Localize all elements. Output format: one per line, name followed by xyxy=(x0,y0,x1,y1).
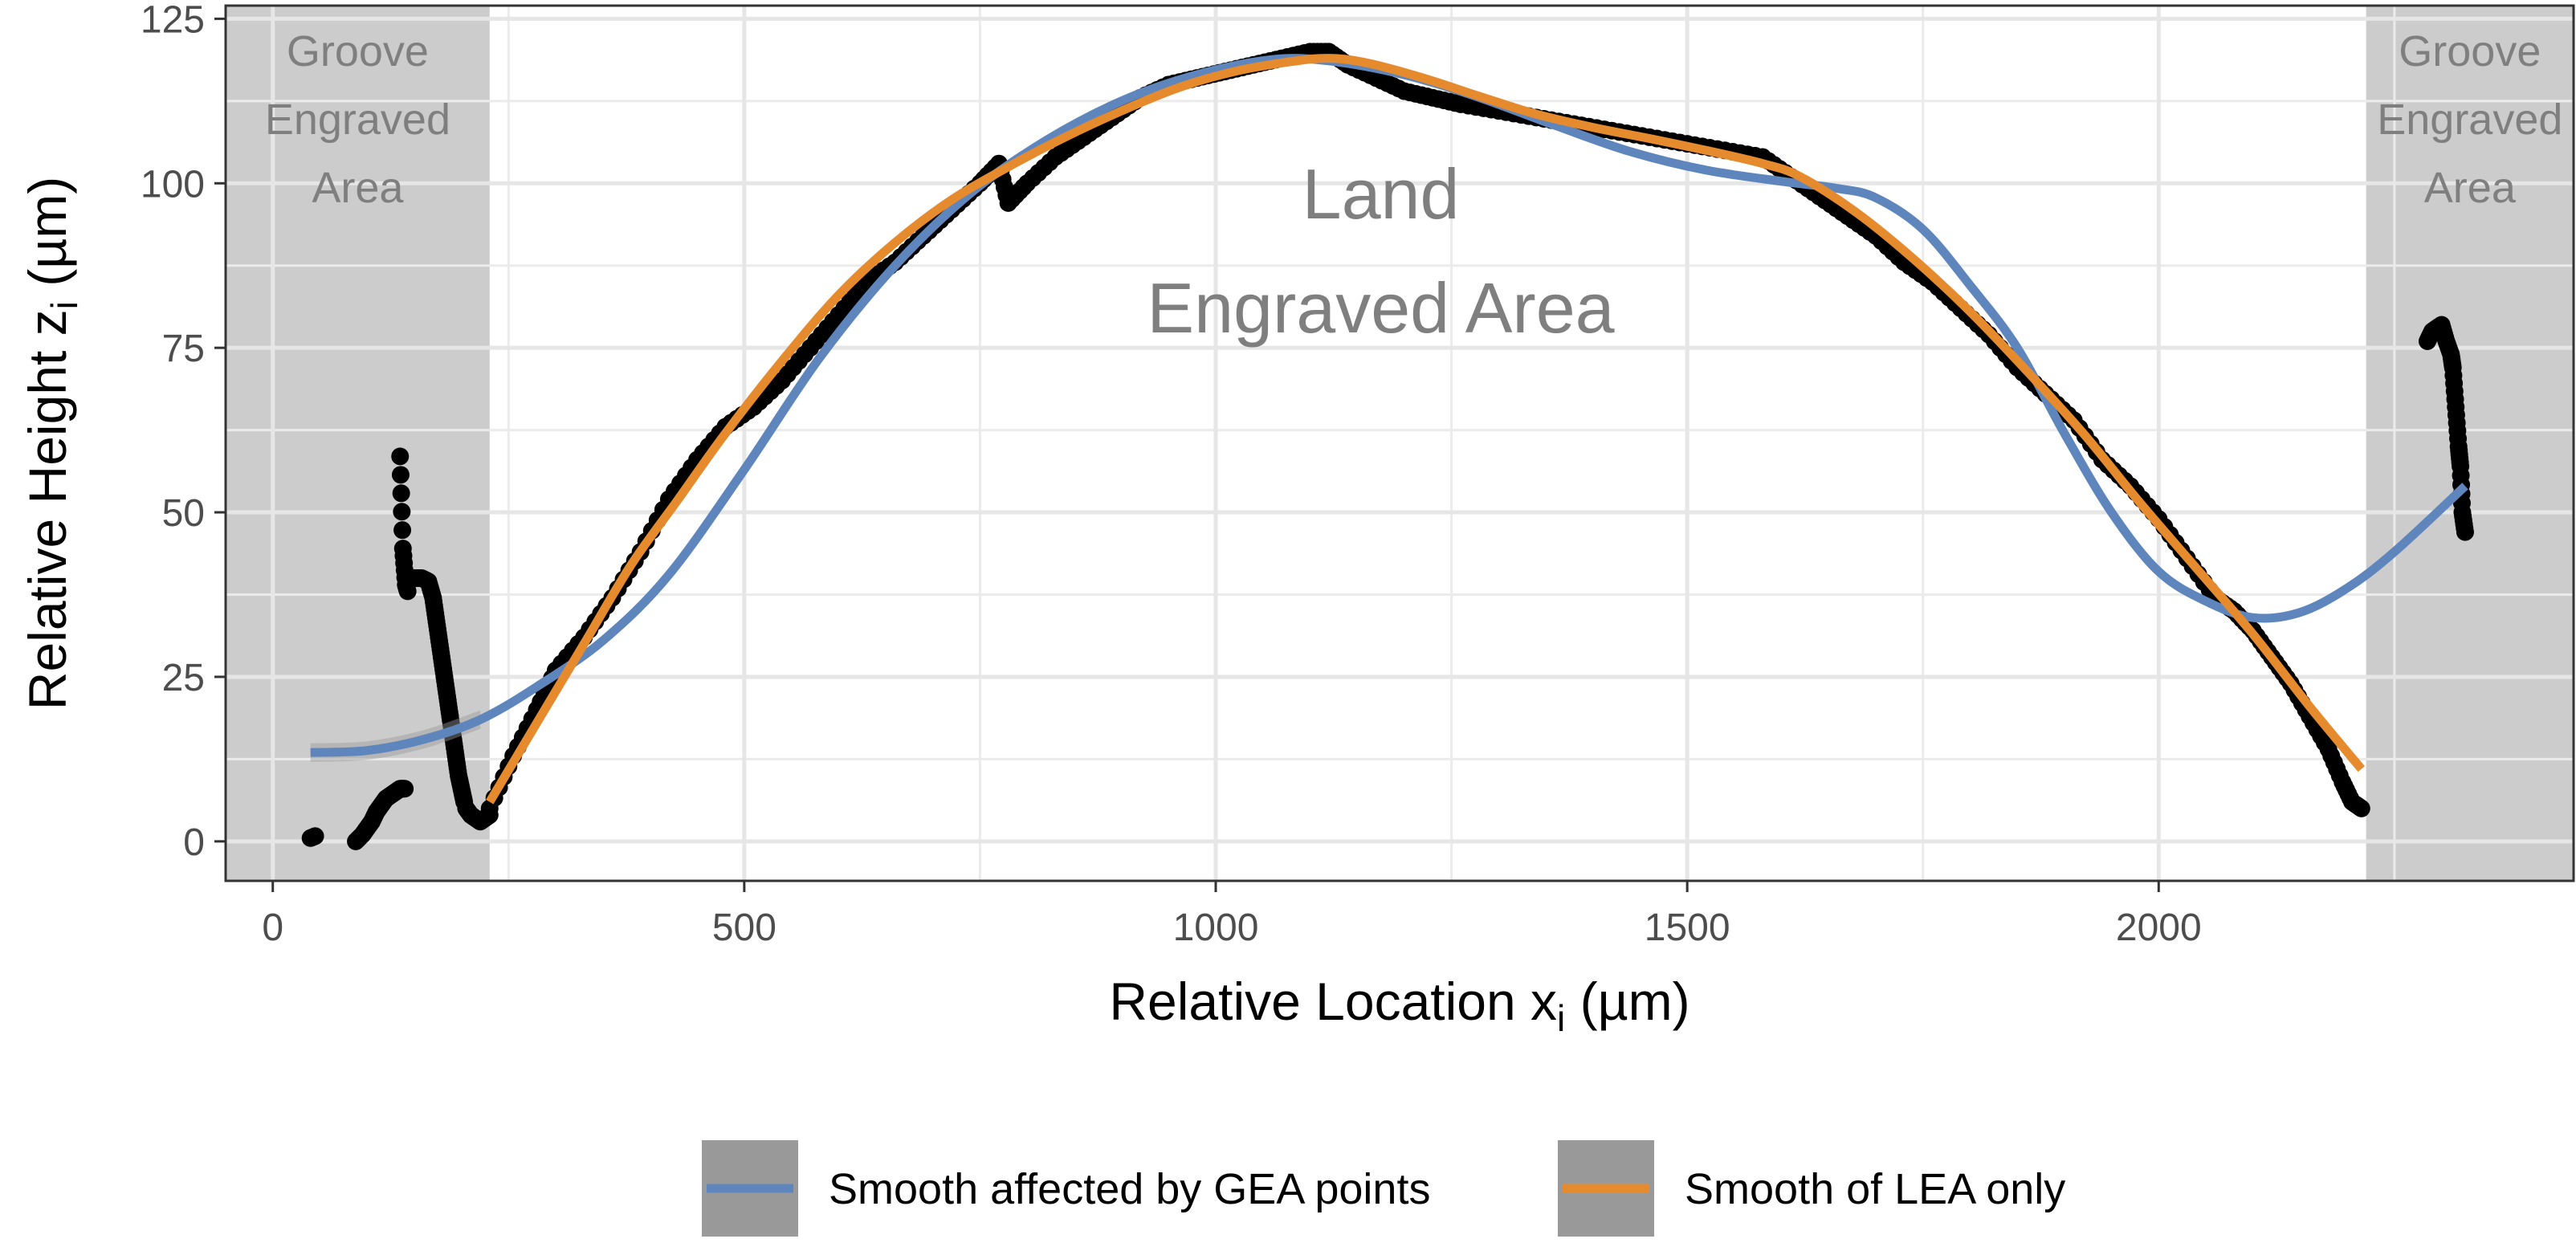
smooth-lea-line xyxy=(486,54,2366,805)
x-axis-title: Relative Location xi (µm) xyxy=(1109,972,1689,1039)
panel-background xyxy=(226,6,2574,881)
x-axis-title-sub: i xyxy=(1557,997,1565,1039)
y-tick-label: 50 xyxy=(162,492,205,535)
legend-label: Smooth of LEA only xyxy=(1685,1165,2065,1213)
region-label: Groove xyxy=(287,27,429,75)
legend: Smooth affected by GEA points Smooth of L… xyxy=(702,1140,2065,1237)
data-point xyxy=(391,466,410,484)
regions xyxy=(226,6,2574,881)
y-tick-label: 25 xyxy=(162,657,205,699)
y-tick-label: 75 xyxy=(162,328,205,370)
x-tick-label: 2000 xyxy=(2116,907,2202,949)
axes: 0 25 50 75 100 125 0 500 1000 1500 2000 Relative Lo… xyxy=(18,0,2575,1039)
smooth-lines xyxy=(310,54,2468,805)
data-point xyxy=(398,582,417,601)
y-axis-title-unit: (µm) xyxy=(18,177,77,301)
x-tick-label: 1500 xyxy=(1645,907,1730,949)
grid xyxy=(226,6,2574,881)
x-tick-label: 1000 xyxy=(1173,907,1259,949)
y-tick-label: 125 xyxy=(141,0,205,41)
groove-engraved-area-right xyxy=(2366,6,2574,881)
data-point xyxy=(396,780,414,798)
data-point xyxy=(2352,799,2370,817)
y-tick-label: 100 xyxy=(141,163,205,206)
x-axis-title-main: Relative Location x xyxy=(1109,972,1557,1031)
x-tick-label: 0 xyxy=(262,907,283,949)
data-point xyxy=(2456,523,2474,541)
data-point xyxy=(392,484,410,503)
annotation: Land Engraved Area xyxy=(1147,154,1614,348)
region-label: Engraved xyxy=(2377,96,2562,144)
legend-label: Smooth affected by GEA points xyxy=(829,1165,1430,1213)
data-point xyxy=(391,447,410,466)
region-label: Engraved xyxy=(265,96,450,144)
land-engraved-area-label: Engraved Area xyxy=(1147,268,1614,348)
y-axis-title-sub: i xyxy=(43,301,85,309)
y-axis-title: Relative Height zi (µm) xyxy=(18,177,85,710)
panel-border xyxy=(224,4,2575,882)
panel-background-rect xyxy=(226,6,2574,881)
region-label: Groove xyxy=(2399,27,2541,75)
region-label: Area xyxy=(312,164,404,212)
y-axis-title-main: Relative Height z xyxy=(18,309,77,710)
data-point xyxy=(393,521,412,540)
x-tick-label: 500 xyxy=(712,907,776,949)
region-label: Area xyxy=(2424,164,2517,212)
y-tick-label: 0 xyxy=(183,821,205,864)
land-engraved-area-label: Land xyxy=(1302,154,1460,234)
data-point xyxy=(306,827,324,846)
data-point xyxy=(393,503,411,521)
x-axis-title-unit: (µm) xyxy=(1565,972,1689,1031)
region-labels: Groove Engraved Area Groove Engraved Area xyxy=(265,27,2563,212)
